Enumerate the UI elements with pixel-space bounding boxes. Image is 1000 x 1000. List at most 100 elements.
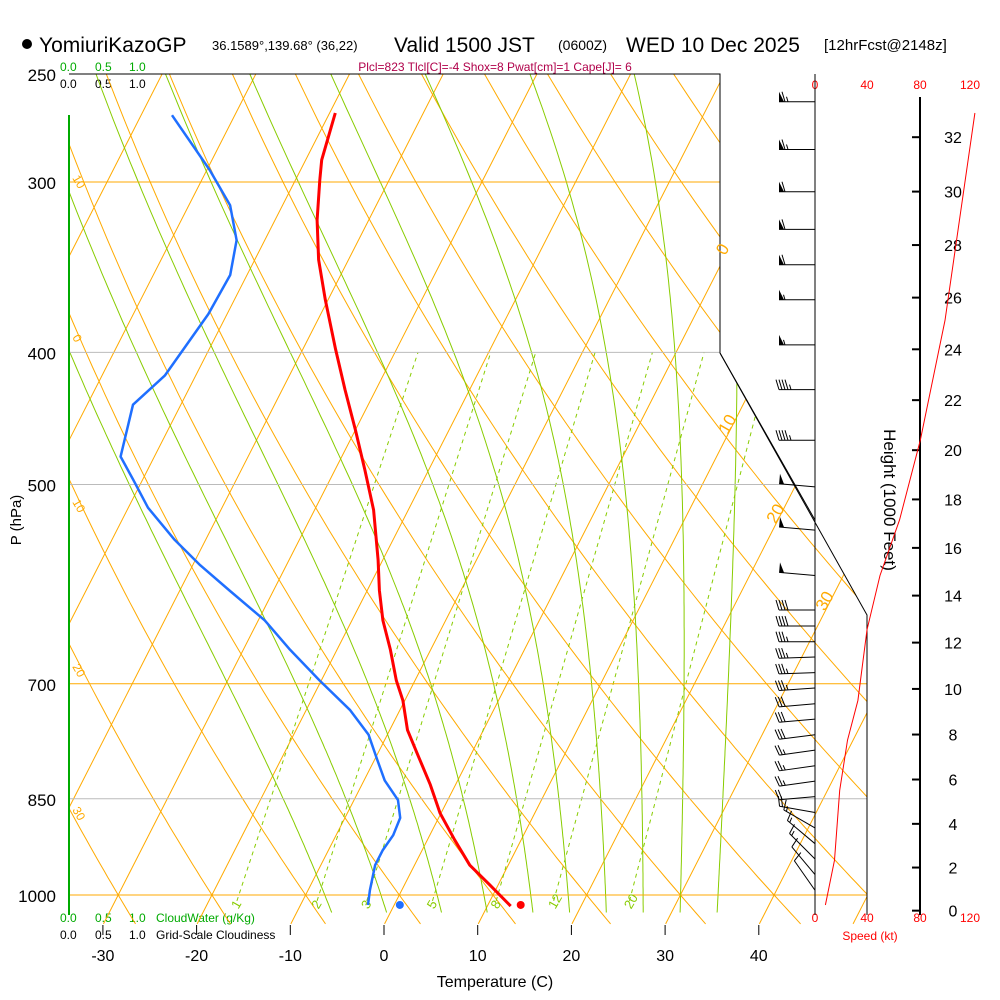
wind-barb-full bbox=[781, 615, 786, 627]
dry-adiabat-line bbox=[907, 50, 1000, 924]
mixing-ratio-line bbox=[495, 352, 653, 902]
wind-barb bbox=[775, 430, 815, 441]
wind-barb bbox=[775, 615, 815, 627]
wind-barb-full bbox=[775, 379, 780, 390]
wind-barb-full bbox=[774, 745, 780, 756]
wind-barb bbox=[774, 728, 816, 740]
dry-adiabat-line bbox=[69, 74, 136, 925]
mixing-ratio-label: 20 bbox=[621, 891, 641, 911]
wind-barb-full bbox=[778, 648, 783, 659]
height-tick-label: 12 bbox=[944, 636, 962, 653]
forecast-info: [12hrFcst@2148z] bbox=[824, 37, 947, 54]
height-tick-label: 14 bbox=[944, 589, 962, 606]
wind-barb-full bbox=[778, 430, 783, 441]
wind-barb bbox=[779, 219, 815, 230]
wind-barb-staff bbox=[779, 687, 816, 691]
wind-barb-half bbox=[786, 636, 789, 642]
wind-barb bbox=[774, 775, 816, 787]
moist-adiabat-line bbox=[239, 74, 534, 913]
plot-frame-top bbox=[69, 73, 721, 353]
dry-adiabat-line bbox=[69, 74, 516, 925]
wind-barb bbox=[779, 517, 816, 531]
wind-barb-full bbox=[781, 91, 786, 102]
dry-adiabat-label: 20 bbox=[69, 661, 88, 680]
speed-scale-bottom: 0 40 80 120 Speed (kt) bbox=[812, 911, 981, 943]
isotherm-line bbox=[758, 74, 867, 925]
wind-barb bbox=[793, 852, 816, 891]
dry-adiabat-label: 10 bbox=[69, 497, 88, 516]
surface-temperature-point bbox=[516, 900, 525, 909]
wind-barb-half bbox=[783, 294, 786, 300]
wind-barb bbox=[775, 663, 816, 675]
wind-barb-full bbox=[775, 430, 780, 441]
temperature-tick-label: 20 bbox=[563, 948, 581, 965]
wind-barb-full bbox=[778, 615, 783, 627]
svg-text:120: 120 bbox=[960, 78, 980, 92]
svg-text:Speed (kt): Speed (kt) bbox=[842, 929, 897, 943]
mixing-ratio-line bbox=[236, 352, 419, 902]
wind-barb-full bbox=[777, 729, 783, 740]
wind-barb-staff bbox=[787, 820, 816, 845]
wind-barb-half bbox=[783, 339, 786, 346]
wind-barb bbox=[774, 696, 816, 708]
wind-barb bbox=[775, 599, 815, 611]
valid-time: Valid 1500 JST bbox=[394, 34, 535, 57]
height-tick-label: 0 bbox=[949, 904, 958, 921]
dry-adiabat-line bbox=[69, 74, 326, 925]
wind-barb-full bbox=[784, 379, 789, 390]
wind-barb-full bbox=[780, 680, 786, 691]
height-tick-label: 2 bbox=[949, 861, 958, 878]
plot-frame-diagonal bbox=[719, 352, 868, 915]
wind-barb-staff bbox=[783, 809, 816, 829]
wind-barb-full bbox=[781, 219, 786, 230]
dry-adiabat-line bbox=[283, 74, 867, 925]
isotherm-label: 30 bbox=[812, 588, 838, 614]
wind-barb-full bbox=[778, 631, 783, 642]
wind-barb bbox=[783, 799, 816, 829]
isotherm-line bbox=[477, 74, 867, 925]
wind-barb-full bbox=[777, 745, 783, 755]
temperature-tick-label: 30 bbox=[656, 948, 674, 965]
wind-barb-full bbox=[775, 663, 780, 675]
svg-text:0.5: 0.5 bbox=[95, 77, 112, 91]
wind-barb bbox=[779, 289, 815, 301]
height-tick-label: 8 bbox=[949, 728, 958, 745]
wind-barb-full bbox=[781, 631, 786, 642]
wind-barb bbox=[774, 680, 816, 691]
wind-barb-pennant bbox=[779, 334, 784, 345]
pressure-tick-label: 300 bbox=[28, 174, 56, 193]
wind-barb bbox=[777, 795, 816, 814]
wind-barb bbox=[779, 139, 815, 151]
wind-barb-half bbox=[785, 668, 789, 674]
mixing-ratio-label: 2 bbox=[308, 898, 325, 912]
height-tick-label: 28 bbox=[944, 238, 962, 255]
wind-barb-full bbox=[774, 729, 780, 740]
wind-barb-half bbox=[786, 96, 789, 102]
wind-barb bbox=[775, 379, 815, 391]
isotherm-label: 20 bbox=[763, 501, 789, 527]
wind-barb-full bbox=[780, 728, 786, 739]
wind-barb-full bbox=[778, 379, 783, 390]
dry-adiabat-label: 30 bbox=[69, 804, 88, 823]
wind-barb-full bbox=[777, 680, 783, 691]
wind-barb-staff bbox=[779, 796, 816, 801]
dry-adiabat-line bbox=[532, 74, 867, 925]
wind-barb-full bbox=[778, 599, 783, 611]
wind-barb bbox=[786, 810, 816, 845]
temperature-tick-label: -20 bbox=[185, 948, 208, 965]
wind-barb-pennant bbox=[779, 473, 785, 485]
svg-text:Grid-Scale Cloudiness: Grid-Scale Cloudiness bbox=[156, 928, 275, 942]
speed-scale-top: 0 40 80 120 bbox=[812, 78, 981, 92]
isotherm-line bbox=[69, 74, 269, 925]
height-tick-label: 4 bbox=[949, 817, 958, 834]
wind-barb-full bbox=[777, 760, 783, 771]
svg-text:1.0: 1.0 bbox=[129, 60, 146, 74]
wind-barb bbox=[774, 711, 816, 723]
mixing-ratio-line bbox=[432, 352, 596, 902]
wind-barb-full bbox=[784, 615, 789, 627]
dry-adiabat-line bbox=[221, 74, 801, 925]
temperature-tick-label: -10 bbox=[279, 948, 302, 965]
dewpoint-line bbox=[119, 114, 402, 906]
wind-barb-full bbox=[777, 712, 783, 723]
wind-barb-staff bbox=[779, 526, 816, 531]
